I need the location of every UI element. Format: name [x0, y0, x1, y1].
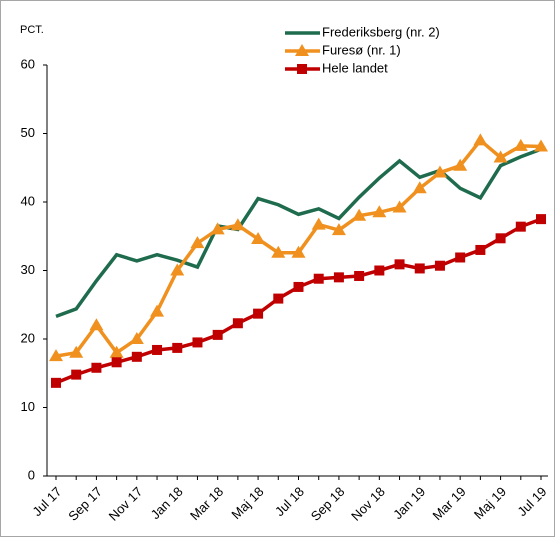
y-tick-label: 0	[28, 467, 35, 482]
marker	[293, 281, 304, 292]
marker	[534, 139, 548, 152]
series-line	[55, 147, 542, 319]
y-tick-label: 60	[21, 56, 35, 71]
marker	[333, 272, 344, 283]
marker	[473, 133, 488, 146]
marker	[495, 233, 506, 244]
marker	[354, 270, 365, 281]
marker	[89, 318, 104, 331]
y-axis-label: PCT.	[20, 24, 44, 36]
marker	[150, 304, 165, 317]
marker	[71, 369, 82, 380]
marker	[455, 252, 466, 263]
marker	[392, 200, 407, 213]
marker	[297, 64, 307, 74]
marker	[232, 318, 243, 329]
marker	[190, 236, 205, 249]
y-tick-label: 30	[21, 262, 35, 277]
marker	[331, 223, 346, 236]
marker	[91, 362, 102, 373]
marker	[412, 181, 427, 194]
marker	[152, 344, 163, 355]
marker	[432, 165, 447, 178]
marker	[493, 150, 508, 163]
legend-label: Frederiksberg (nr. 2)	[322, 24, 440, 39]
marker	[311, 217, 326, 230]
marker	[513, 138, 528, 151]
marker	[475, 244, 486, 255]
marker	[212, 329, 223, 340]
y-tick-label: 10	[21, 399, 35, 414]
marker	[434, 260, 445, 271]
y-tick-label: 50	[21, 125, 35, 140]
y-tick-label: 20	[21, 330, 35, 345]
marker	[230, 218, 245, 231]
marker	[109, 345, 124, 358]
marker	[394, 259, 405, 270]
marker	[313, 273, 324, 284]
marker	[192, 337, 203, 348]
marker	[352, 208, 367, 221]
legend-label: Furesø (nr. 1)	[322, 42, 401, 57]
marker	[253, 308, 264, 319]
marker	[49, 349, 63, 362]
marker	[51, 377, 61, 388]
legend-label: Hele landet	[322, 60, 388, 75]
marker	[374, 265, 385, 276]
marker	[414, 263, 425, 274]
marker	[515, 221, 526, 232]
marker	[129, 332, 144, 344]
marker	[69, 345, 84, 358]
marker	[295, 44, 309, 56]
marker	[271, 245, 286, 258]
marker	[111, 357, 122, 368]
marker	[172, 342, 183, 353]
marker	[273, 293, 284, 304]
marker	[453, 158, 468, 171]
y-tick-label: 40	[21, 193, 35, 208]
marker	[536, 214, 546, 225]
marker	[170, 263, 185, 276]
marker	[251, 231, 266, 244]
marker	[131, 351, 142, 362]
marker	[291, 245, 306, 258]
marker	[372, 205, 387, 218]
marker	[210, 222, 225, 235]
